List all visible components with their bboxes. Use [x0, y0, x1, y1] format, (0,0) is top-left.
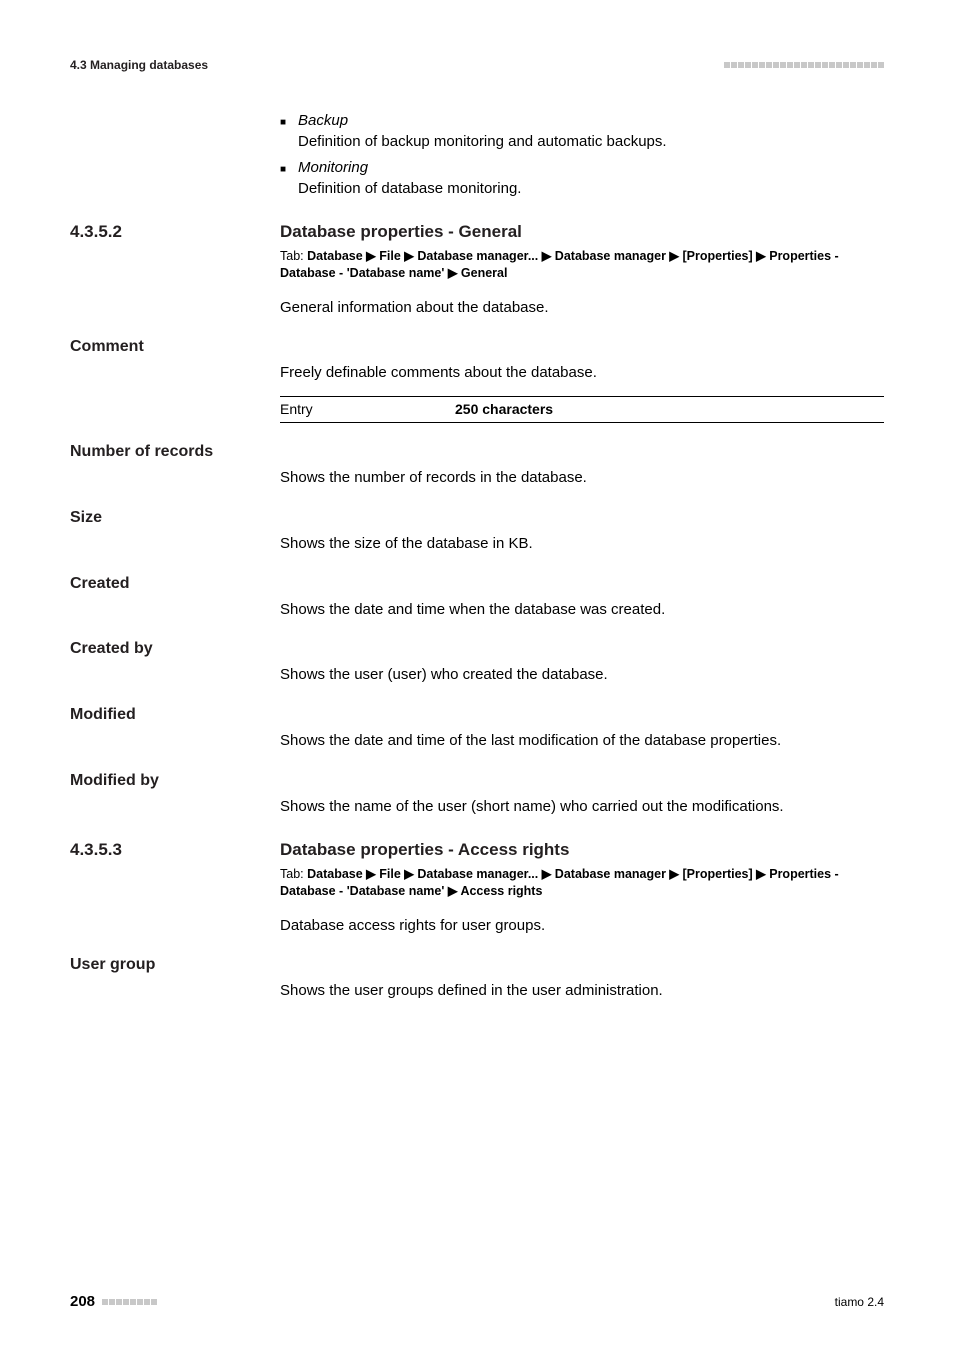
field-label: Number of records: [70, 443, 884, 461]
bullet-title: Backup: [298, 112, 348, 129]
running-header-left: 4.3 Managing databases: [70, 58, 208, 72]
field-description: Shows the size of the database in KB.: [280, 533, 884, 555]
bullet-body: Definition of backup monitoring and auto…: [298, 131, 884, 153]
page-body: ■BackupDefinition of backup monitoring a…: [280, 112, 884, 1002]
bullet-list: ■BackupDefinition of backup monitoring a…: [280, 112, 884, 200]
entry-label: Entry: [280, 401, 455, 417]
entry-spec-row: Entry250 characters: [280, 396, 884, 423]
field-label: Created by: [70, 640, 884, 658]
section-number: 4.3.5.3: [70, 840, 280, 860]
footer-square-strip: [101, 1299, 157, 1305]
section-heading: 4.3.5.3Database properties - Access righ…: [280, 840, 884, 860]
section-heading: 4.3.5.2Database properties - General: [280, 222, 884, 242]
field-label: Modified by: [70, 772, 884, 790]
tab-breadcrumb: Tab: Database ▶ File ▶ Database manager.…: [280, 248, 884, 283]
field-label: User group: [70, 956, 884, 974]
bullet-item: ■Monitoring Definition of database monito…: [280, 159, 884, 200]
bullet-title: Monitoring: [298, 159, 368, 176]
bullet-marker-icon: ■: [280, 113, 298, 128]
header-square-strip: [723, 62, 884, 68]
field-description: Shows the user (user) who created the da…: [280, 664, 884, 686]
bullet-body: Definition of database monitoring.: [298, 178, 884, 200]
running-header-decor: [723, 62, 884, 68]
section-title: Database properties - General: [280, 222, 522, 242]
bullet-item: ■Backup Definition of backup monitoring a…: [280, 112, 884, 153]
section-intro: Database access rights for user groups.: [280, 915, 884, 937]
sections-container: 4.3.5.2Database properties - General Tab:…: [280, 222, 884, 1003]
footer-doc-id: tiamo 2.4: [835, 1295, 884, 1309]
field-label: Created: [70, 575, 884, 593]
field-description: Shows the date and time when the databas…: [280, 599, 884, 621]
footer-left: 208: [70, 1293, 157, 1310]
field-description: Freely definable comments about the data…: [280, 362, 884, 384]
entry-value: 250 characters: [455, 401, 553, 417]
page-footer: 208 tiamo 2.4: [70, 1293, 884, 1310]
field-description: Shows the number of records in the datab…: [280, 467, 884, 489]
section-number: 4.3.5.2: [70, 222, 280, 242]
bullet-marker-icon: ■: [280, 160, 298, 175]
field-label: Modified: [70, 706, 884, 724]
field-label: Comment: [70, 338, 884, 356]
field-description: Shows the name of the user (short name) …: [280, 796, 884, 818]
field-description: Shows the user groups defined in the use…: [280, 980, 884, 1002]
section-title: Database properties - Access rights: [280, 840, 569, 860]
tab-breadcrumb: Tab: Database ▶ File ▶ Database manager.…: [280, 866, 884, 901]
field-description: Shows the date and time of the last modi…: [280, 730, 884, 752]
field-label: Size: [70, 509, 884, 527]
page-number: 208: [70, 1293, 95, 1310]
running-header: 4.3 Managing databases: [70, 58, 884, 72]
section-intro: General information about the database.: [280, 297, 884, 319]
